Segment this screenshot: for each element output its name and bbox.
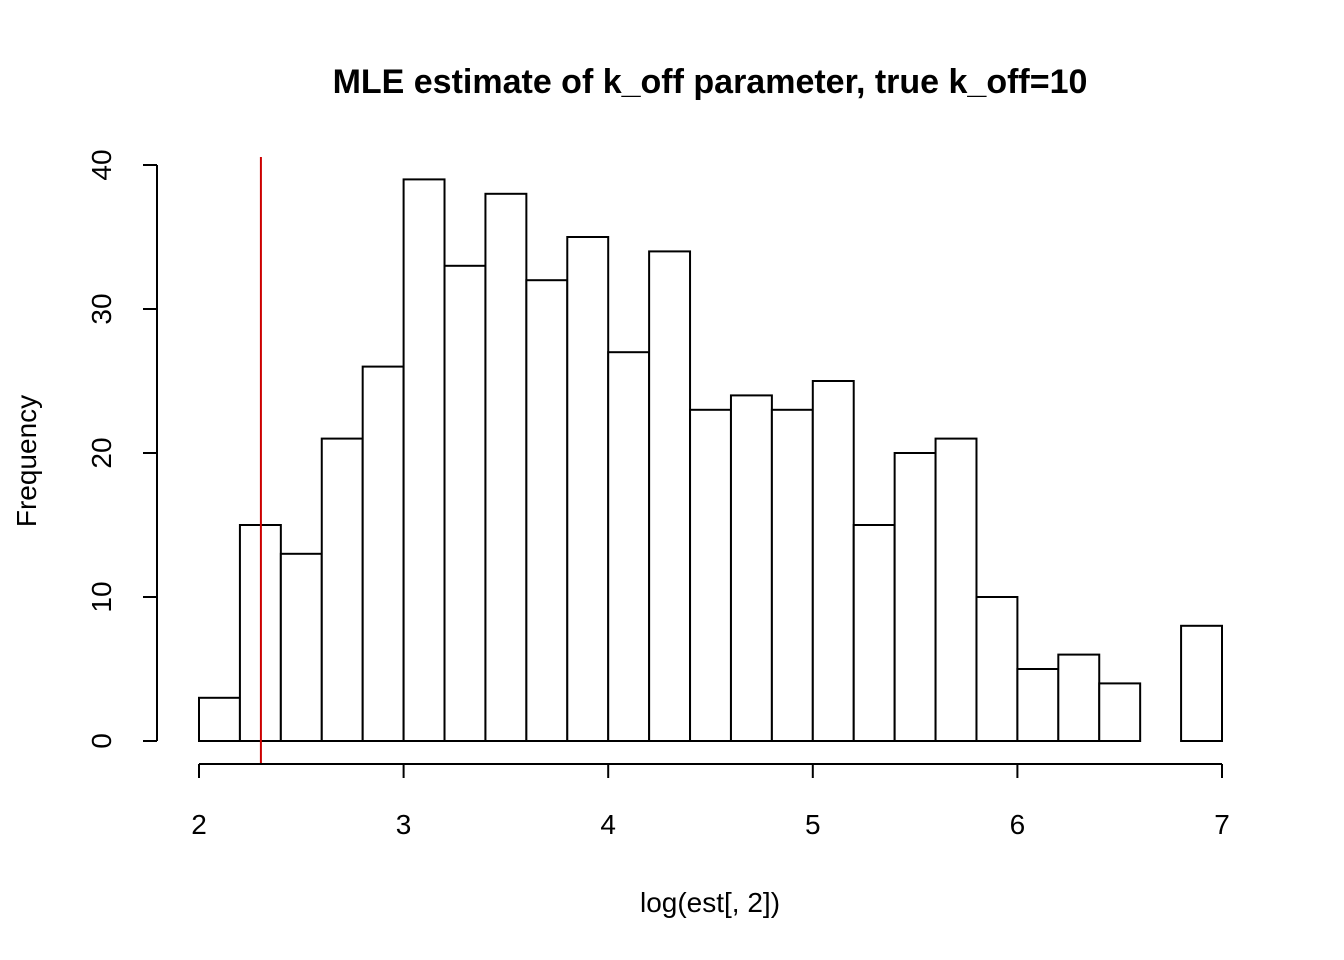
histogram-bar [648,250,692,742]
histogram-bar [607,351,651,742]
x-tick-label: 4 [600,809,616,840]
histogram-bar [1016,668,1060,742]
histogram-bar [893,452,937,742]
x-tick-label: 7 [1214,809,1230,840]
y-tick-label: 0 [86,733,117,749]
histogram-bar [320,437,364,742]
chart-title: MLE estimate of k_off parameter, true k_… [333,63,1088,101]
histogram-bar [198,696,241,742]
x-axis: 2 3 4 5 6 7 [191,763,1230,840]
y-tick-label: 40 [86,149,117,180]
histogram-bar [852,524,896,742]
x-tick-label: 2 [191,809,207,840]
histogram-bar [770,408,814,742]
y-tick-label: 20 [86,437,117,468]
histogram-bar [525,279,569,742]
histogram-bar [934,437,978,742]
histogram-bar [484,192,528,743]
y-axis: 0 10 20 30 40 [86,149,158,749]
histogram-bar [811,380,855,742]
histogram-bar [729,394,773,742]
histogram-bar [1180,624,1223,742]
histogram-bar [1098,682,1142,743]
histogram-bar [443,264,487,742]
histogram-bar [279,552,323,742]
histogram-bar [1057,653,1101,742]
histogram-bar [689,408,732,742]
x-tick-label: 6 [1010,809,1026,840]
histogram-bar [566,236,610,742]
x-tick-label: 3 [396,809,412,840]
histogram-bar [402,178,446,742]
y-axis-label: Frequency [11,395,42,527]
histogram-bar [361,365,405,742]
x-tick-label: 5 [805,809,821,840]
y-tick-label: 10 [86,581,117,612]
x-axis-label: log(est[, 2]) [640,887,780,918]
histogram-bar [975,596,1019,742]
y-tick-label: 30 [86,293,117,324]
bars-group [198,178,1223,743]
